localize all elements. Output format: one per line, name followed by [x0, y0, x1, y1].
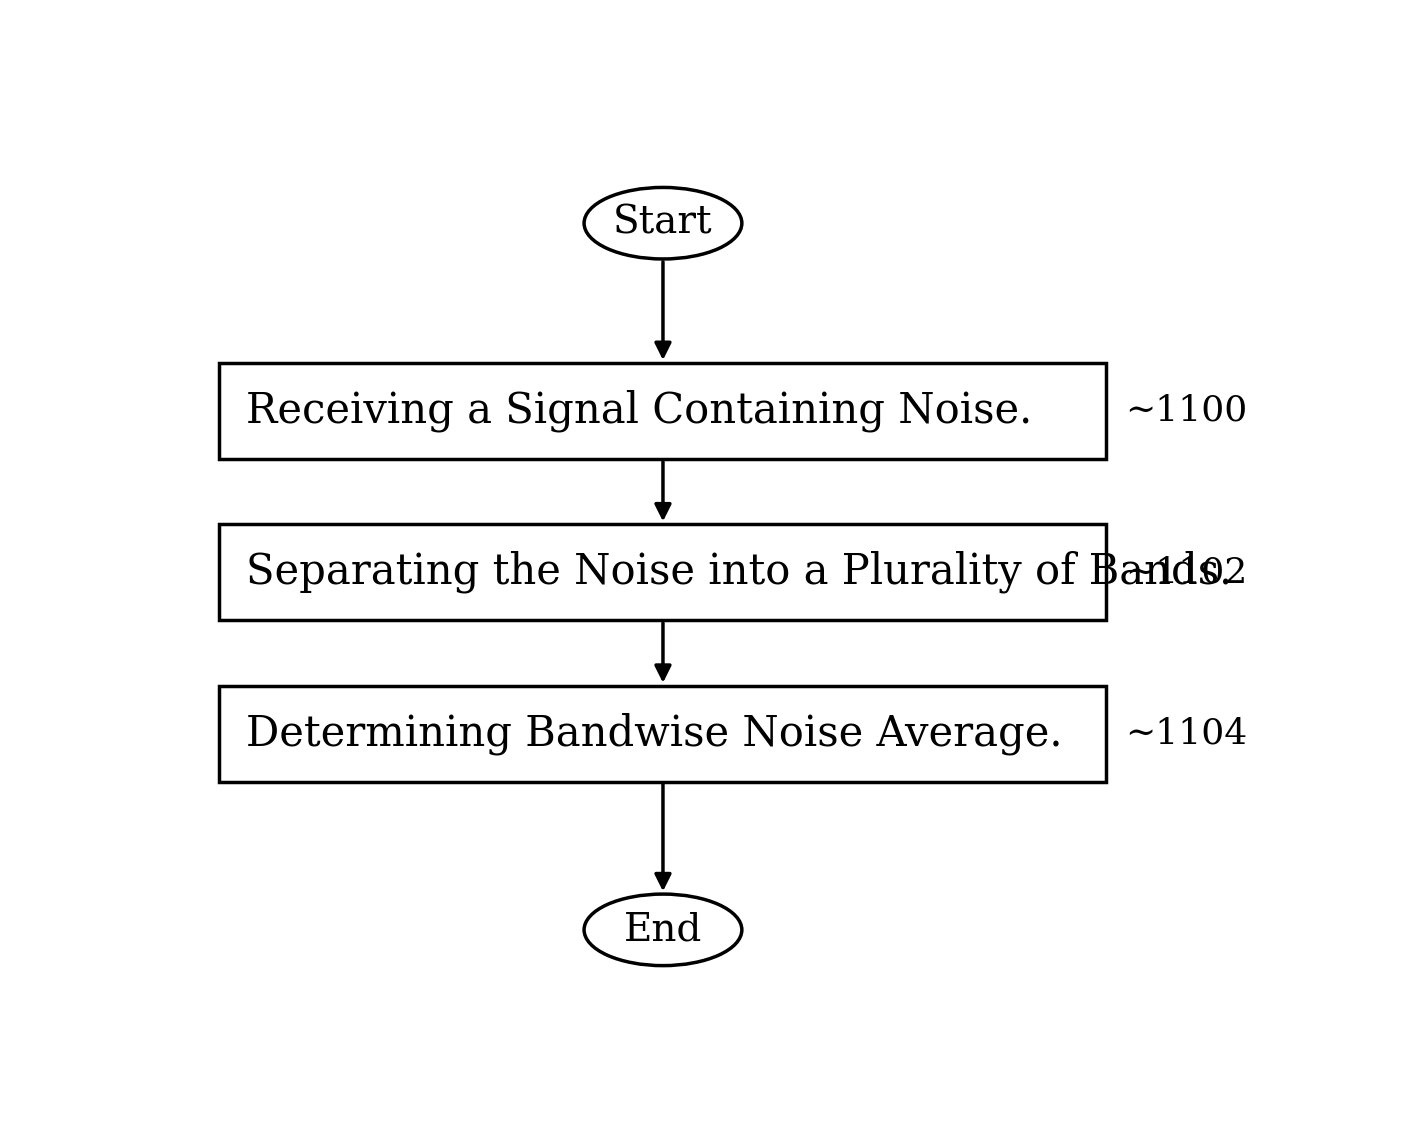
- Text: Determining Bandwise Noise Average.: Determining Bandwise Noise Average.: [246, 713, 1063, 755]
- Text: Separating the Noise into a Plurality of Bands.: Separating the Noise into a Plurality of…: [246, 551, 1233, 594]
- Text: Receiving a Signal Containing Noise.: Receiving a Signal Containing Noise.: [246, 390, 1032, 432]
- Ellipse shape: [584, 894, 741, 965]
- Text: ∼1104: ∼1104: [1126, 716, 1248, 750]
- Bar: [219, 363, 1106, 459]
- Bar: [219, 525, 1106, 620]
- Bar: [219, 685, 1106, 782]
- Ellipse shape: [584, 187, 741, 259]
- Text: End: End: [623, 911, 702, 948]
- Text: ∼1102: ∼1102: [1126, 555, 1248, 589]
- Text: ∼1100: ∼1100: [1126, 394, 1248, 428]
- Text: Start: Start: [614, 205, 713, 241]
